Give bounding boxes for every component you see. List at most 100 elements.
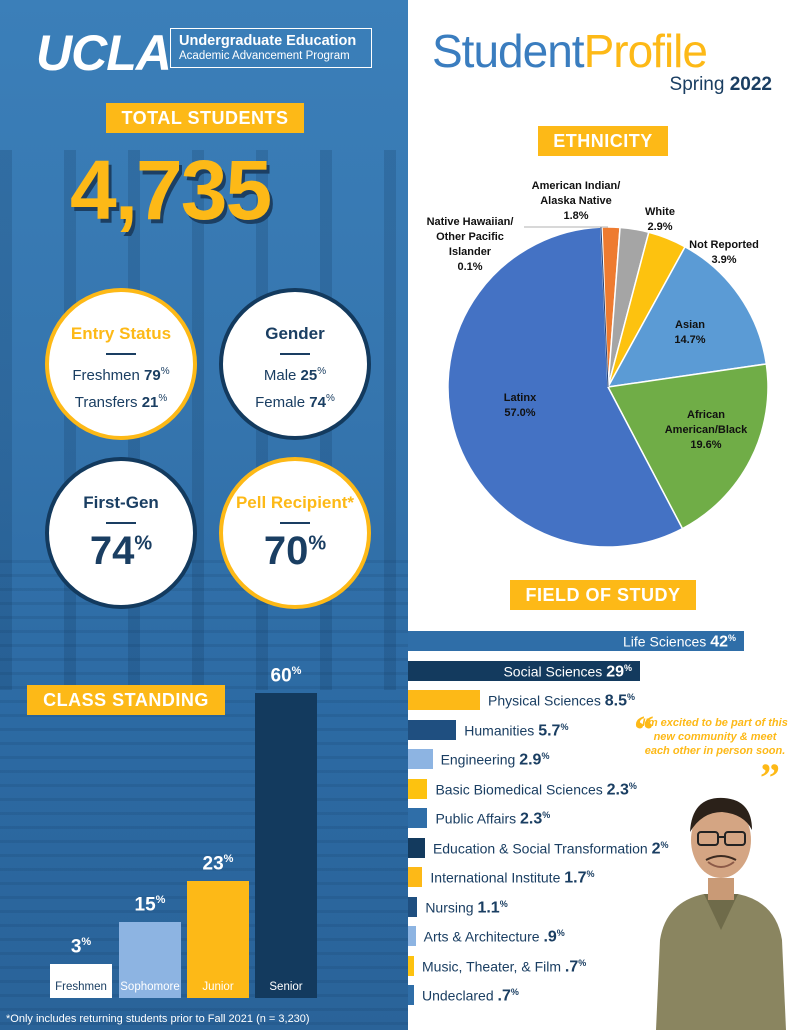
- term-date: Spring 2022: [670, 74, 772, 96]
- class-bar-label: Freshmen: [55, 981, 107, 993]
- entry-freshmen-unit: %: [160, 366, 170, 377]
- gender-title: Gender: [265, 324, 325, 343]
- pie-label-3-0: Asian: [675, 319, 705, 331]
- gender-male-label: Male: [263, 367, 297, 384]
- field-row: Engineering 2.9%: [408, 749, 796, 769]
- gender-female-value: 74: [309, 394, 326, 411]
- gender-female-unit: %: [325, 393, 335, 404]
- field-row: Undeclared .7%: [408, 985, 796, 1005]
- program-box: Undergraduate Education Academic Advance…: [170, 28, 372, 68]
- field-value: 2.3: [606, 781, 629, 799]
- field-bar: [408, 955, 414, 976]
- class-value-number: 60: [270, 665, 292, 687]
- class-value-unit: %: [223, 853, 234, 866]
- field-unit: %: [578, 957, 587, 968]
- class-bar-value: 3%: [46, 936, 116, 958]
- field-name: Arts & Architecture: [423, 928, 544, 945]
- pell-value: 70: [263, 529, 309, 573]
- first-gen-rule: [106, 522, 136, 524]
- field-unit: %: [660, 839, 669, 850]
- field-of-study-label: FIELD OF STUDY: [510, 580, 696, 610]
- field-bar: [408, 719, 457, 740]
- field-unit: %: [626, 692, 635, 702]
- field-label: Music, Theater, & Film .7%: [422, 958, 586, 977]
- first-gen-value: 74: [89, 529, 135, 573]
- field-label: Nursing 1.1%: [425, 899, 507, 918]
- entry-freshmen-label: Freshmen: [72, 367, 140, 384]
- field-name: Physical Sciences: [488, 692, 605, 709]
- field-value: .9: [543, 928, 557, 946]
- field-name: Social Sciences: [503, 663, 607, 680]
- class-bar-junior: Junior: [187, 881, 249, 998]
- field-bar: [408, 660, 640, 681]
- gender-circle: Gender Male 25% Female 74%: [219, 288, 371, 440]
- ucla-logo: UCLA: [36, 25, 172, 81]
- field-label: Physical Sciences 8.5%: [488, 692, 635, 711]
- class-bar-freshmen: Freshmen: [50, 964, 112, 998]
- field-bar: [408, 690, 480, 710]
- pie-label-4-2: 19.6%: [690, 439, 721, 451]
- entry-status-transfers: Transfers 21%: [49, 387, 193, 414]
- ethnicity-pie-chart: American Indian/Alaska Native 1.8% White 2.…: [427, 180, 769, 548]
- pie-label-1-1: 2.9%: [647, 221, 672, 233]
- class-bar-label: Senior: [269, 981, 303, 993]
- pie-label-4-0: African: [687, 409, 725, 421]
- class-bar-sophomore: Sophomore: [119, 921, 181, 998]
- field-name: Music, Theater, & Film: [422, 958, 565, 975]
- field-label: Public Affairs 2.3%: [435, 810, 550, 829]
- field-name: Engineering: [440, 751, 520, 768]
- field-label: International Institute 1.7%: [430, 869, 594, 888]
- ethnicity-label: ETHNICITY: [538, 126, 668, 156]
- class-bar-senior: Senior: [255, 693, 317, 998]
- field-bar: [408, 631, 744, 651]
- student-photo: [656, 797, 786, 1030]
- field-row: Music, Theater, & Film .7%: [408, 955, 796, 977]
- field-name: International Institute: [430, 869, 565, 886]
- field-label: Undeclared .7%: [422, 987, 519, 1006]
- pie-label-6-2: Islander: [449, 246, 492, 258]
- entry-status-title: Entry Status: [70, 324, 172, 343]
- field-name: Basic Biomedical Sciences: [435, 781, 607, 798]
- field-label: Social Sciences 29%: [503, 663, 632, 682]
- field-value: 2: [651, 840, 661, 858]
- pie-label-3-1: 14.7%: [674, 334, 705, 346]
- field-value: 42: [710, 633, 728, 651]
- class-value-number: 3: [70, 936, 82, 958]
- class-bar-label: Sophomore: [120, 981, 180, 993]
- entry-transfers-label: Transfers: [74, 394, 138, 411]
- page-title: StudentProfile: [432, 24, 708, 78]
- title-student: Student: [432, 25, 585, 77]
- first-gen-circle: First-Gen 74%: [45, 457, 197, 609]
- year: 2022: [729, 74, 772, 95]
- field-name: Nursing: [425, 899, 478, 916]
- field-bar: [408, 867, 423, 887]
- class-value-unit: %: [81, 936, 92, 948]
- field-unit: %: [556, 928, 565, 938]
- entry-status-rule: [106, 353, 136, 355]
- gender-male-value: 25: [300, 367, 318, 384]
- field-name: Public Affairs: [435, 810, 521, 827]
- entry-transfers-unit: %: [158, 393, 168, 404]
- gender-male: Male 25%: [223, 360, 367, 387]
- title-profile: Profile: [583, 25, 708, 77]
- close-quote-icon: ”: [760, 755, 780, 800]
- gender-female: Female 74%: [223, 387, 367, 414]
- pie-label-0-1: Alaska Native: [540, 195, 612, 207]
- field-label: Education & Social Transformation 2%: [433, 840, 669, 859]
- field-value: 2.3: [520, 810, 543, 828]
- student-quote: I'm excited to be part of this new commu…: [642, 717, 788, 757]
- pie-slice-4: [606, 363, 769, 530]
- field-unit: %: [510, 987, 519, 997]
- field-row: Education & Social Transformation 2%: [408, 837, 796, 859]
- field-value: 8.5: [604, 692, 627, 710]
- field-label: Basic Biomedical Sciences 2.3%: [435, 781, 636, 800]
- gender-male-unit: %: [317, 366, 327, 377]
- field-unit: %: [628, 780, 637, 791]
- field-name: Life Sciences: [623, 633, 711, 650]
- field-row: Humanities 5.7%: [408, 719, 796, 740]
- field-value: .7: [564, 958, 579, 976]
- field-unit: %: [586, 869, 595, 879]
- field-bar: [408, 749, 433, 769]
- pie-slice-6: [600, 227, 609, 388]
- open-quote-icon: “: [634, 707, 654, 752]
